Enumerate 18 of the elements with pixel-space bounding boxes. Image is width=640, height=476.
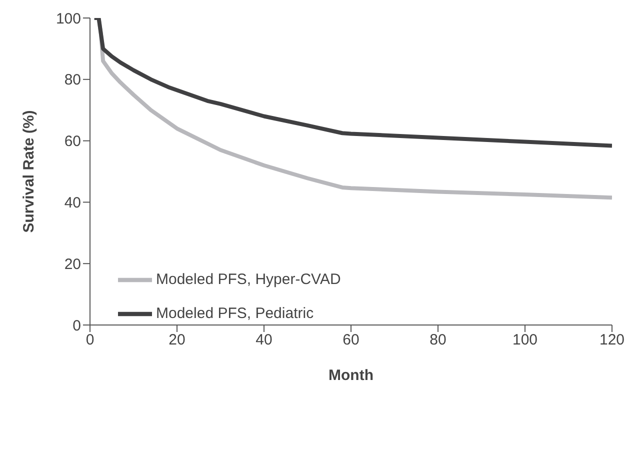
x-axis-title: Month xyxy=(328,367,374,384)
x-tick-label: 80 xyxy=(430,332,446,349)
x-tick-label: 40 xyxy=(256,332,272,349)
x-tick-label: 120 xyxy=(599,332,625,349)
x-tick-label: 60 xyxy=(342,332,360,349)
x-tick-label: 100 xyxy=(512,332,538,349)
y-tick-label: 20 xyxy=(64,256,81,273)
legend-label: Modeled PFS, Pediatric xyxy=(156,305,314,322)
y-tick-label: 40 xyxy=(64,194,81,212)
y-tick-label: 60 xyxy=(64,133,81,150)
y-tick-label: 100 xyxy=(56,10,81,28)
x-tick-label: 20 xyxy=(168,332,186,349)
y-tick-label: 0 xyxy=(72,317,81,334)
x-tick-label: 0 xyxy=(86,332,94,349)
y-axis-title: Survival Rate (%) xyxy=(20,110,38,233)
y-tick-label: 80 xyxy=(64,72,81,89)
legend-label: Modeled PFS, Hyper-CVAD xyxy=(156,271,341,288)
line-series xyxy=(92,18,612,148)
